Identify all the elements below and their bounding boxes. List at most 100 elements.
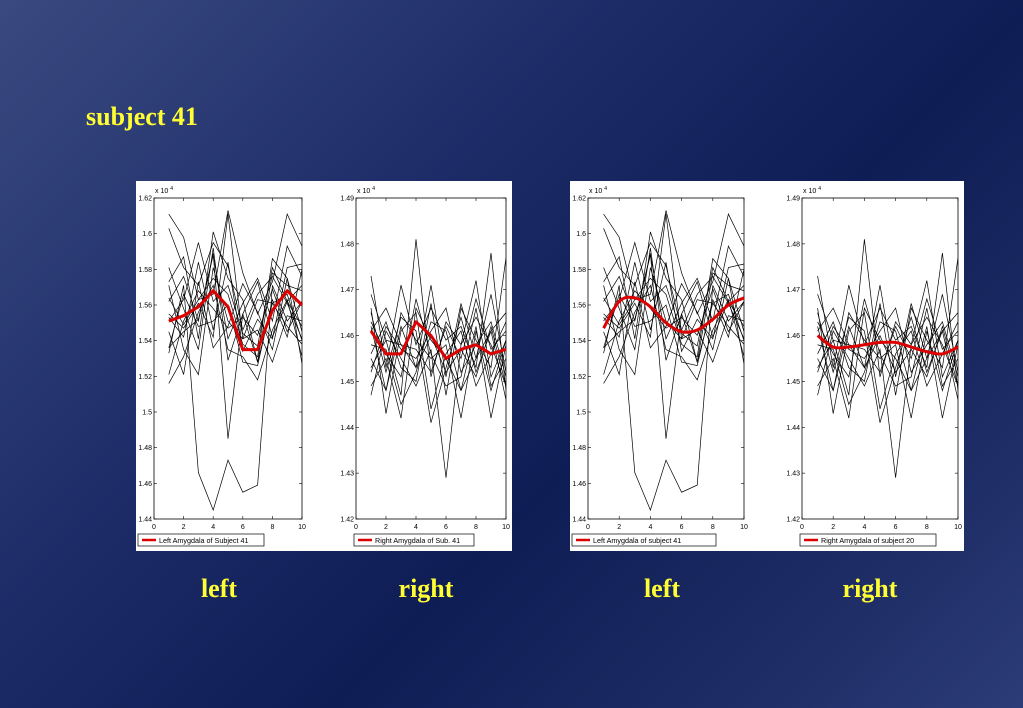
y-tick-label: 1.5 [142,410,152,417]
trace-line [817,298,958,388]
x-tick-label: 2 [182,524,186,531]
axis-multiplier-exponent: 4 [818,186,821,192]
trace-line [603,285,744,512]
mean-series-line [602,295,745,334]
y-tick-label: 1.62 [572,196,586,203]
y-tick-label: 1.43 [340,471,354,478]
trace-line [603,247,744,361]
trace-line [370,321,506,419]
trace-line [603,228,744,340]
y-tick-label: 1.47 [340,287,354,294]
y-tick-label: 1.43 [786,471,800,478]
y-tick-label: 1.54 [572,338,586,345]
y-tick-label: 1.48 [786,241,800,248]
x-tick-label: 0 [354,524,358,531]
trace-line [168,214,302,345]
y-tick-label: 1.45 [340,379,354,386]
y-tick-label: 1.48 [340,241,354,248]
chart-pair-svg-1: 1.44 1.46 1.48 1.5 1.52 1.54 1.56 1.58 1.6 1.62 0 2… [137,186,510,547]
y-tick-label: 1.5 [576,410,586,417]
trace-line [370,325,506,387]
trace-line [168,247,302,361]
axis-multiplier: x 10 4 [803,186,821,195]
y-tick-label: 1.58 [138,267,152,274]
y-tick-label: 1.44 [340,425,354,432]
x-tick-label: 8 [270,524,274,531]
trace-line [370,294,506,419]
x-tick-label: 8 [711,524,715,531]
y-tick-label: 1.46 [572,481,586,488]
axis-multiplier-exponent: 4 [604,186,607,192]
x-tick-label: 2 [617,524,621,531]
chart-4: 1.42 1.43 1.44 1.45 1.46 1.47 1.48 1.49 0 2 4 6 8 10 x… [786,186,962,547]
y-tick-label: 1.49 [786,196,800,203]
mean-series-line [816,334,959,356]
x-tick-label: 4 [211,524,215,531]
trace-line [817,308,958,414]
legend-label: Right Amygdala of subject 20 [821,536,914,545]
caption-left-1: left [200,574,238,603]
y-tick-label: 1.45 [786,379,800,386]
y-tick-label: 1.56 [572,303,586,310]
x-tick-label: 4 [648,524,652,531]
trace-line [817,325,958,387]
y-tick-label: 1.56 [138,303,152,310]
trace-line [168,287,302,375]
trace-line [603,214,744,345]
legend-label: Right Amygdala of Sub. 41 [375,536,460,545]
y-tick-label: 1.42 [786,517,800,524]
trace-line [817,321,958,419]
mean-series-line [369,320,507,360]
y-tick-label: 1.58 [572,267,586,274]
x-tick-label: 8 [925,524,929,531]
axis-multiplier: x 10 4 [155,186,173,195]
y-tick-label: 1.52 [572,374,586,381]
trace-line [168,245,302,349]
trace-line [370,311,506,419]
trace-line [370,285,506,392]
chart-pair-svg-2: 1.44 1.46 1.48 1.5 1.52 1.54 1.56 1.58 1.6 1.62 0 2… [571,186,962,547]
trace-line [817,307,958,377]
y-tick-label: 1.49 [340,196,354,203]
trace-line [817,311,958,419]
y-tick-label: 1.44 [572,517,586,524]
y-tick-label: 1.52 [138,374,152,381]
trace-line [370,308,506,414]
plot-frame [587,197,745,520]
legend-box [799,533,937,547]
x-tick-label: 0 [800,524,804,531]
caption-right-2: right [842,574,898,603]
axis-multiplier: x 10 4 [589,186,607,195]
x-tick-label: 4 [414,524,418,531]
y-tick-label: 1.42 [340,517,354,524]
y-tick-label: 1.46 [138,481,152,488]
y-tick-label: 1.54 [138,338,152,345]
trace-line [603,210,744,315]
trace-line [168,210,302,315]
chart-panel-comparison: 1.44 1.46 1.48 1.5 1.52 1.54 1.56 1.58 1.6 1.62 0 2… [570,181,964,551]
x-tick-label: 8 [474,524,478,531]
trace-line [603,257,744,358]
x-tick-label: 10 [740,524,748,531]
trace-line [603,269,744,367]
y-tick-label: 1.44 [786,425,800,432]
caption-right-1: right [398,574,454,603]
caption-left-2: left [643,574,681,603]
chart-panel-subject-41: 1.44 1.46 1.48 1.5 1.52 1.54 1.56 1.58 1.6 1.62 0 2… [136,181,512,551]
y-tick-label: 1.47 [786,287,800,294]
y-tick-label: 1.46 [340,333,354,340]
slide-title: subject 41 [86,102,198,131]
trace-line [168,285,302,512]
trace-line [168,228,302,340]
x-tick-label: 2 [831,524,835,531]
legend-box [571,533,717,547]
x-tick-label: 6 [241,524,245,531]
x-tick-label: 4 [862,524,866,531]
y-tick-label: 1.6 [142,231,152,238]
x-tick-label: 6 [894,524,898,531]
trace-line [603,245,744,349]
plot-frame [153,197,303,520]
x-tick-label: 2 [384,524,388,531]
y-tick-label: 1.48 [572,445,586,452]
x-tick-label: 0 [586,524,590,531]
